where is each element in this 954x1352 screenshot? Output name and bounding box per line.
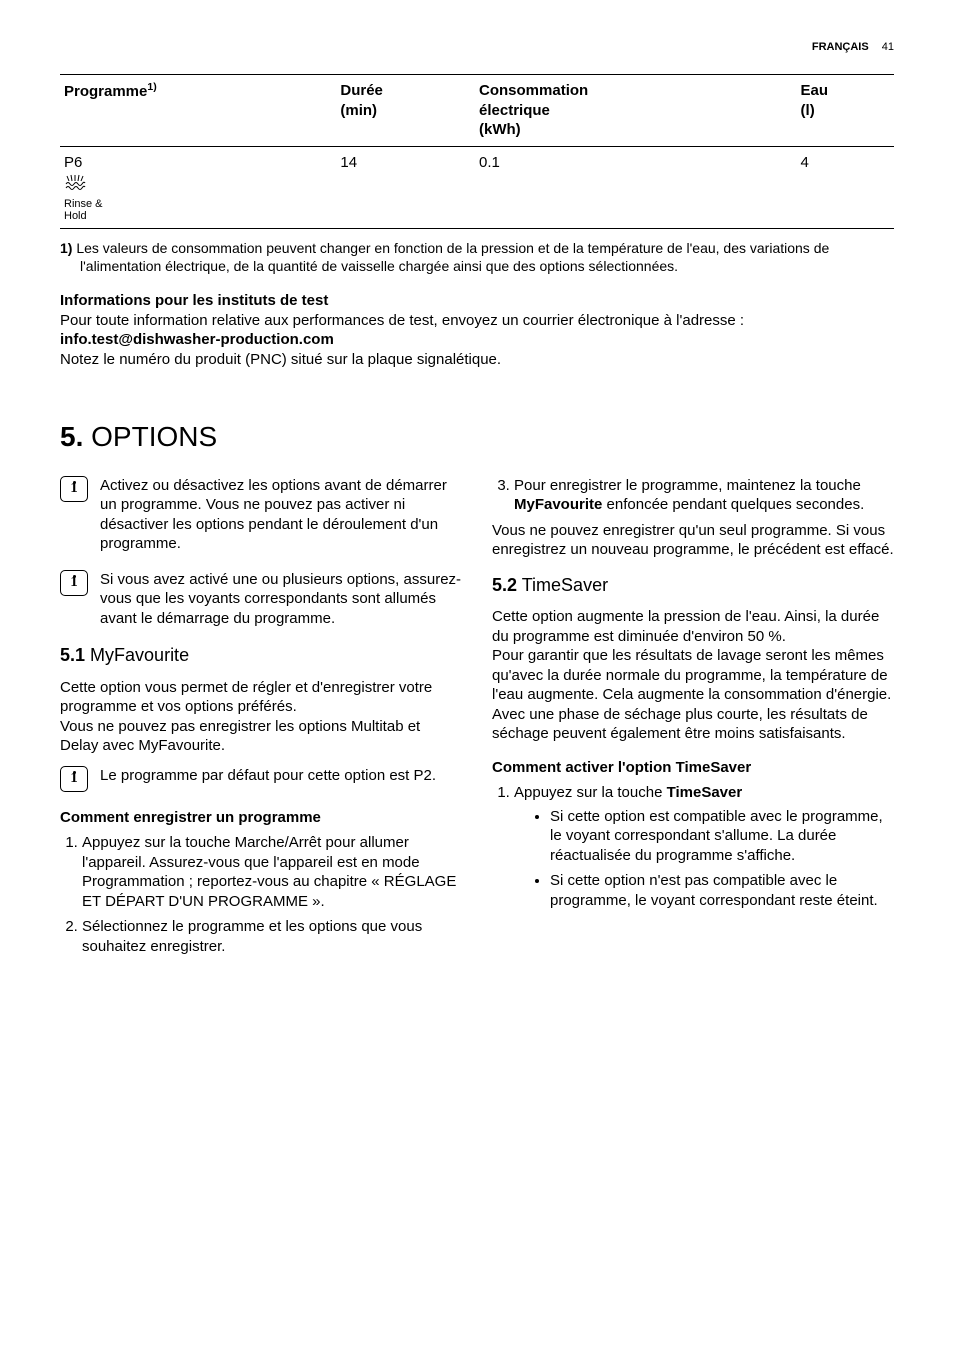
prog-num: P6 xyxy=(64,154,82,171)
note-text: Si vous avez activé une ou plusieurs opt… xyxy=(100,570,462,629)
test-info: Informations pour les instituts de test … xyxy=(60,291,894,369)
note-text: Activez ou désactivez les options avant … xyxy=(100,476,462,554)
list-item: Pour enregistrer le programme, maintenez… xyxy=(514,476,894,515)
header-page: 41 xyxy=(882,41,894,53)
activate-steps: Appuyez sur la touche TimeSaver Si cette… xyxy=(492,783,894,910)
left-column: 1 Activez ou désactivez les options avan… xyxy=(60,476,462,962)
consumption-table: Programme1) Durée (min) Consommation éle… xyxy=(60,74,894,229)
note-text: Le programme par défaut pour cette optio… xyxy=(100,766,462,792)
list-item: Si cette option n'est pas compatible ave… xyxy=(550,871,894,910)
cell-energy: 0.1 xyxy=(475,146,797,228)
body-text: Vous ne pouvez pas enregistrer les optio… xyxy=(60,717,462,756)
save-steps-cont: Pour enregistrer le programme, maintenez… xyxy=(492,476,894,515)
body-text: Pour garantir que les résultats de lavag… xyxy=(492,646,894,705)
body-text: Vous ne pouvez enregistrer qu'un seul pr… xyxy=(492,521,894,560)
prog-sub: Rinse & Hold xyxy=(64,198,332,222)
cell-water: 4 xyxy=(797,146,894,228)
list-item: Appuyez sur la touche Marche/Arrêt pour … xyxy=(82,833,462,911)
save-steps: Appuyez sur la touche Marche/Arrêt pour … xyxy=(60,833,462,956)
cell-duration: 14 xyxy=(336,146,475,228)
list-item: Sélectionnez le programme et les options… xyxy=(82,917,462,956)
col-programme: Programme1) xyxy=(60,75,336,147)
col-duree: Durée (min) xyxy=(336,75,475,147)
table-row: P6 Rinse & Hold 14 0.1 4 xyxy=(60,146,894,228)
test-info-email: info.test@dishwasher-production.com xyxy=(60,330,894,350)
body-text: Cette option augmente la pression de l'e… xyxy=(492,607,894,646)
col-conso: Consommation électrique (kWh) xyxy=(475,75,797,147)
test-info-line2: Notez le numéro du produit (PNC) situé s… xyxy=(60,350,894,370)
list-item: Si cette option est compatible avec le p… xyxy=(550,807,894,866)
section-heading: 5. OPTIONS xyxy=(60,419,894,455)
activate-heading: Comment activer l'option TimeSaver xyxy=(492,758,894,778)
page-header: FRANÇAIS 41 xyxy=(60,40,894,54)
info-icon: 1 xyxy=(60,570,88,596)
subsection-heading: 5.1 MyFavourite xyxy=(60,644,462,667)
info-icon: 1 xyxy=(60,476,88,502)
subsection-heading: 5.2 TimeSaver xyxy=(492,574,894,597)
info-icon: 1 xyxy=(60,766,88,792)
body-text: Cette option vous permet de régler et d'… xyxy=(60,678,462,717)
header-lang: FRANÇAIS xyxy=(812,41,869,53)
table-footnote: 1) Les valeurs de consommation peuvent c… xyxy=(60,239,894,275)
body-text: Avec une phase de séchage plus courte, l… xyxy=(492,705,894,744)
list-item: Appuyez sur la touche TimeSaver Si cette… xyxy=(514,783,894,910)
save-heading: Comment enregistrer un programme xyxy=(60,808,462,828)
test-info-heading: Informations pour les instituts de test xyxy=(60,291,894,311)
test-info-line1: Pour toute information relative aux perf… xyxy=(60,311,894,331)
right-column: Pour enregistrer le programme, maintenez… xyxy=(492,476,894,962)
rinse-hold-icon xyxy=(64,174,332,196)
col-eau: Eau (l) xyxy=(797,75,894,147)
